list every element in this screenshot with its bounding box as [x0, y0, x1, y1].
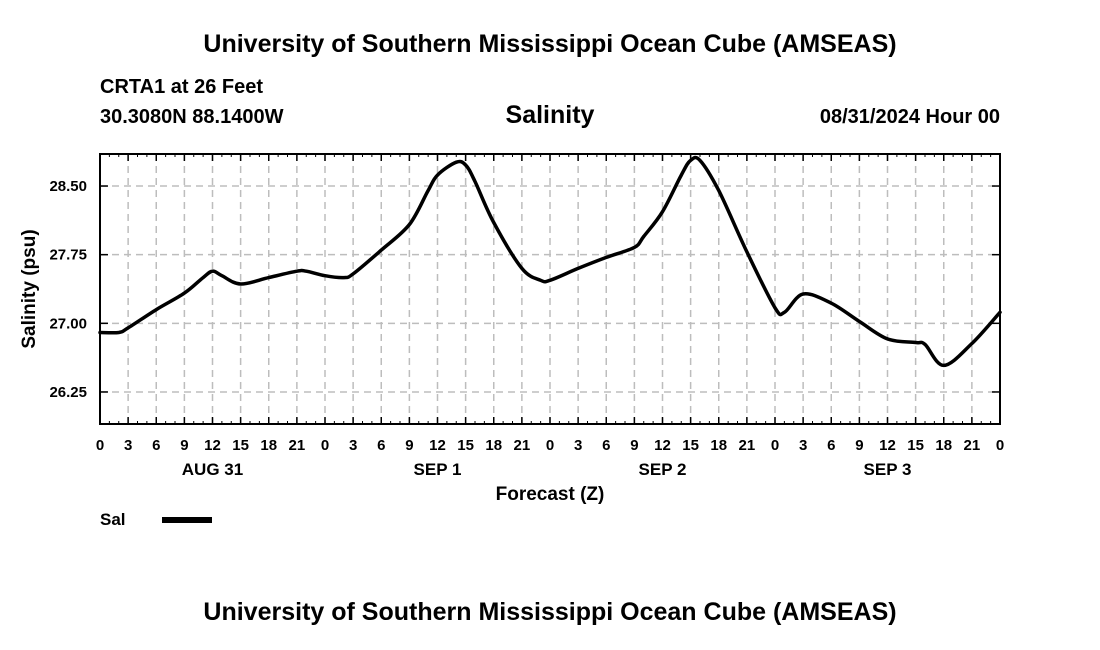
y-tick-label: 28.50	[49, 178, 87, 195]
y-tick-label: 26.25	[49, 384, 87, 401]
grid	[100, 154, 1000, 424]
legend-line-swatch	[162, 517, 212, 523]
x-tick-label: 18	[935, 437, 952, 454]
x-tick-label: 12	[879, 437, 896, 454]
x-tick-label: 0	[321, 437, 329, 454]
x-tick-label: 9	[630, 437, 638, 454]
y-tick-label: 27.00	[49, 315, 87, 332]
series-layer	[98, 155, 1002, 368]
x-axis-label: Forecast (Z)	[496, 484, 605, 505]
x-tick-label: 15	[457, 437, 474, 454]
x-tick-label: 18	[710, 437, 727, 454]
forecast-datetime: 08/31/2024 Hour 00	[819, 106, 1000, 128]
x-tick-label: 21	[289, 437, 306, 454]
day-label: AUG 31	[182, 460, 243, 479]
x-tick-label: 6	[602, 437, 610, 454]
x-tick-label: 15	[682, 437, 699, 454]
x-tick-label: 3	[349, 437, 357, 454]
axis-ticks	[99, 154, 1001, 424]
day-label: SEP 2	[639, 460, 687, 479]
day-label: SEP 3	[864, 460, 912, 479]
x-tick-label: 6	[827, 437, 835, 454]
salinity-series-line	[98, 155, 1002, 368]
x-tick-label: 6	[152, 437, 160, 454]
y-tick-label: 27.75	[49, 247, 87, 264]
x-tick-label: 18	[485, 437, 502, 454]
x-tick-label: 15	[232, 437, 249, 454]
x-tick-label: 3	[124, 437, 132, 454]
coordinates-label: 30.3080N 88.1400W	[100, 106, 284, 128]
x-tick-label: 3	[574, 437, 582, 454]
main-title: University of Southern Mississippi Ocean…	[203, 30, 897, 58]
x-tick-label: 21	[739, 437, 756, 454]
x-tick-label: 9	[180, 437, 188, 454]
footer-title: University of Southern Mississippi Ocean…	[203, 598, 897, 626]
x-tick-label: 3	[799, 437, 807, 454]
x-tick-label: 18	[260, 437, 277, 454]
axis-labels: 0 3 6 9 12 15 18 21 0 3 6 9 12 15 18 21 0 3 6 9 12 15 18 21 0 3 6 9…	[49, 178, 1004, 479]
station-label: CRTA1 at 26 Feet	[100, 76, 264, 98]
day-label: SEP 1	[414, 460, 462, 479]
y-axis-label: Salinity (psu)	[19, 229, 40, 348]
x-tick-label: 21	[964, 437, 981, 454]
x-tick-label: 0	[771, 437, 779, 454]
x-tick-label: 6	[377, 437, 385, 454]
x-tick-label: 12	[654, 437, 671, 454]
x-tick-label: 0	[96, 437, 104, 454]
x-tick-label: 0	[996, 437, 1004, 454]
x-tick-label: 9	[855, 437, 863, 454]
x-tick-label: 15	[907, 437, 924, 454]
x-tick-label: 0	[546, 437, 554, 454]
x-tick-label: 12	[204, 437, 221, 454]
legend-label: Sal	[100, 510, 126, 529]
x-tick-label: 9	[405, 437, 413, 454]
x-tick-label: 21	[514, 437, 531, 454]
chart-title: Salinity	[505, 101, 595, 129]
x-tick-label: 12	[429, 437, 446, 454]
